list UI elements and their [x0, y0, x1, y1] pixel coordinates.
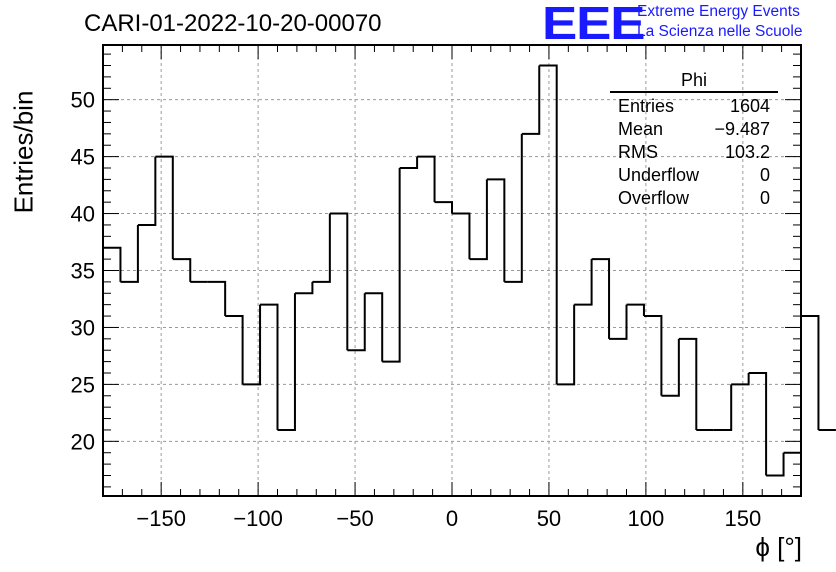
x-tick-label: 0: [446, 506, 458, 531]
x-tick-label: 50: [537, 506, 561, 531]
histogram-bin: [766, 452, 785, 477]
histogram-bin: [417, 155, 436, 203]
histogram-bin: [277, 293, 296, 431]
histogram-bin: [486, 178, 506, 282]
stats-label: Underflow: [618, 165, 700, 185]
histogram-bars: [103, 64, 836, 477]
y-tick-label: 40: [71, 202, 95, 227]
histogram-bin: [364, 292, 384, 362]
x-tick-label: 100: [628, 506, 665, 531]
histogram-bin: [172, 258, 192, 282]
histogram-bin: [643, 315, 663, 396]
x-axis-label: ϕ [°]: [755, 532, 802, 562]
histogram-bin: [260, 303, 279, 430]
y-tick-label: 25: [71, 372, 95, 397]
histogram-bin: [469, 179, 488, 261]
histogram-bin: [609, 304, 628, 340]
x-tick-labels: −150 −100 −50 0 50 100 150: [136, 506, 761, 531]
logo-line-2: La Scienza nelle Scuole: [637, 23, 803, 40]
y-axis-label-box: Entries/bin: [4, 91, 44, 214]
histogram-bin: [574, 259, 593, 306]
stats-value: 103.2: [724, 142, 770, 162]
stats-box: Phi Entries 1604 Mean −9.487 RMS 103.2 Unde…: [610, 70, 778, 210]
histogram-bin: [713, 384, 733, 431]
stats-header: Phi: [610, 70, 778, 93]
x-tick-label: −50: [336, 506, 373, 531]
stats-row-underflow: Underflow 0: [610, 164, 778, 187]
x-tick-label: −100: [233, 506, 283, 531]
histogram-bin: [731, 373, 750, 386]
histogram-bin: [504, 133, 523, 283]
histogram-bin: [678, 337, 698, 430]
histogram-bin: [120, 224, 139, 283]
histogram-bin: [207, 280, 227, 317]
stats-label: Mean: [618, 119, 664, 139]
histogram-bin: [434, 201, 453, 214]
y-tick-label: 35: [71, 259, 95, 284]
y-tick-label: 20: [71, 429, 95, 454]
stats-value: 1604: [729, 96, 770, 116]
x-tick-label: 150: [724, 506, 761, 531]
histogram-bin: [103, 246, 122, 282]
y-tick-label: 45: [71, 145, 95, 170]
stats-label: RMS: [618, 142, 658, 162]
stats-row-rms: RMS 103.2: [610, 141, 778, 164]
stats-row-overflow: Overflow 0: [610, 187, 778, 210]
histogram-bin: [382, 168, 401, 363]
stats-row-mean: Mean −9.487: [610, 118, 778, 141]
stats-label: Entries: [618, 96, 675, 116]
stats-row-entries: Entries 1604: [610, 95, 778, 118]
histogram-bin: [626, 303, 645, 317]
histogram-bin: [661, 338, 680, 397]
histogram-bin: [312, 213, 331, 283]
histogram-bin: [329, 212, 349, 351]
histogram-bin: [294, 281, 314, 295]
logo-subtitle: Extreme Energy Events La Scienza nelle S…: [637, 2, 802, 42]
histogram-bin: [242, 304, 262, 386]
y-axis-label: Entries/bin: [8, 90, 39, 214]
y-tick-labels: 20 25 30 35 40 45 50: [71, 88, 95, 455]
histogram-bin: [556, 304, 576, 386]
stats-value: −9.487: [714, 119, 770, 139]
stats-label: Overflow: [618, 188, 690, 208]
histogram-bin: [591, 258, 611, 339]
axis-ticks: [102, 45, 802, 496]
histogram-bin: [539, 64, 558, 385]
histogram-bin: [155, 155, 174, 260]
stats-value: 0: [759, 165, 770, 185]
histogram-bin: [521, 65, 541, 135]
histogram-bin: [452, 212, 471, 260]
eee-logo: EEE: [542, 0, 646, 49]
plot-title: CARI-01-2022-10-20-00070: [84, 10, 382, 37]
histogram-bin: [347, 293, 366, 352]
histogram-bin: [748, 372, 768, 476]
x-tick-label: −150: [136, 506, 186, 531]
logo-line-1: Extreme Energy Events: [637, 3, 800, 20]
histogram-bin: [801, 315, 820, 430]
stats-value: 0: [759, 188, 770, 208]
histogram-bin: [399, 156, 419, 169]
y-tick-label: 30: [71, 315, 95, 340]
histogram-bin: [137, 156, 157, 226]
y-tick-label: 50: [71, 88, 95, 113]
histogram-bin: [225, 315, 244, 385]
